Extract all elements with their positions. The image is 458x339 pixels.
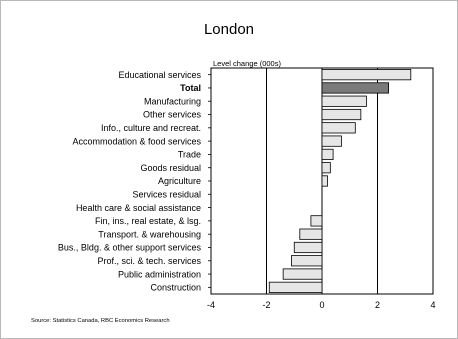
bar-2 (321, 95, 367, 107)
bar-15 (282, 268, 323, 280)
category-label: Transport. & warehousing (98, 229, 201, 239)
category-label: Accommodation & food services (72, 136, 201, 146)
category-label: Services residual (132, 189, 201, 199)
category-label: Bus., Bldg. & other support services (58, 243, 202, 253)
category-label: Public administration (118, 269, 201, 279)
x-tick-label: -4 (207, 300, 215, 310)
category-label: Health care & social assistance (76, 203, 201, 213)
x-tick-label: 2 (375, 300, 380, 310)
bar-3 (321, 108, 362, 121)
source-note: Source: Statistics Canada, RBC Economics… (31, 318, 170, 324)
x-tick-label: 0 (319, 300, 324, 310)
category-label: Manufacturing (144, 96, 201, 106)
category-label: Goods residual (140, 163, 201, 173)
bar-16 (268, 281, 323, 293)
axis-label: Level change (000s) (213, 59, 281, 68)
bar-6 (321, 148, 334, 160)
bar-14 (291, 255, 323, 267)
category-label: Educational services (118, 70, 201, 80)
category-label: Trade (178, 150, 201, 160)
bar-1 (321, 82, 389, 94)
x-tick-label: -2 (262, 300, 270, 310)
category-label: Agriculture (158, 176, 201, 186)
category-label: Total (180, 83, 201, 93)
bar-4 (321, 122, 356, 134)
bar-11 (310, 215, 323, 227)
bar-0 (321, 69, 412, 81)
category-label: Prof., sci. & tech. services (97, 256, 201, 266)
bar-8 (321, 175, 328, 187)
x-tick-label: 4 (430, 300, 435, 310)
category-label: Other services (143, 110, 202, 120)
chart-title: London (203, 21, 255, 38)
bar-5 (321, 135, 342, 147)
category-label: Fin, ins., real estate, & lsg. (95, 216, 201, 226)
category-label: Construction (150, 283, 201, 293)
bar-7 (321, 162, 331, 174)
bar-12 (299, 228, 323, 240)
bar-13 (293, 241, 323, 254)
category-label: Info., culture and recreat. (101, 123, 201, 133)
